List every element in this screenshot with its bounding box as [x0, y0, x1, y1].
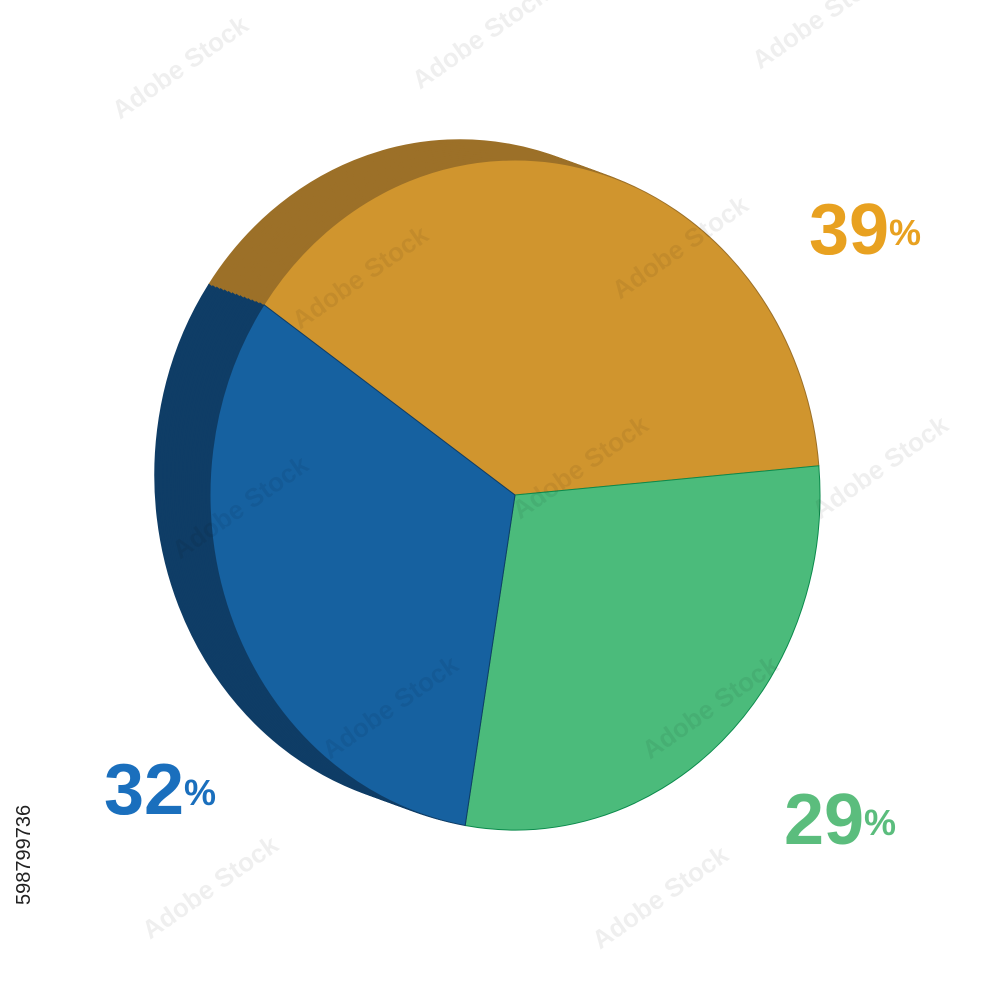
watermark: Adobe Stock [106, 9, 254, 125]
watermark: Adobe Stock [806, 409, 954, 525]
pie-slice [263, 159, 820, 496]
pie-slice [464, 465, 821, 831]
pie-slice [209, 304, 516, 827]
watermark: Adobe Stock [406, 0, 554, 95]
value-label: 29% [784, 780, 896, 860]
watermark: Adobe Stock [586, 839, 734, 955]
watermark: Adobe Stock [746, 0, 894, 75]
value-labels: 39% 29% 32% [104, 190, 921, 860]
stock-id: 598799736 [13, 805, 35, 905]
value-label: 32% [104, 750, 216, 830]
watermark: Adobe Stock [136, 829, 284, 945]
value-label: 39% [809, 190, 921, 270]
pie-faces [209, 159, 821, 831]
